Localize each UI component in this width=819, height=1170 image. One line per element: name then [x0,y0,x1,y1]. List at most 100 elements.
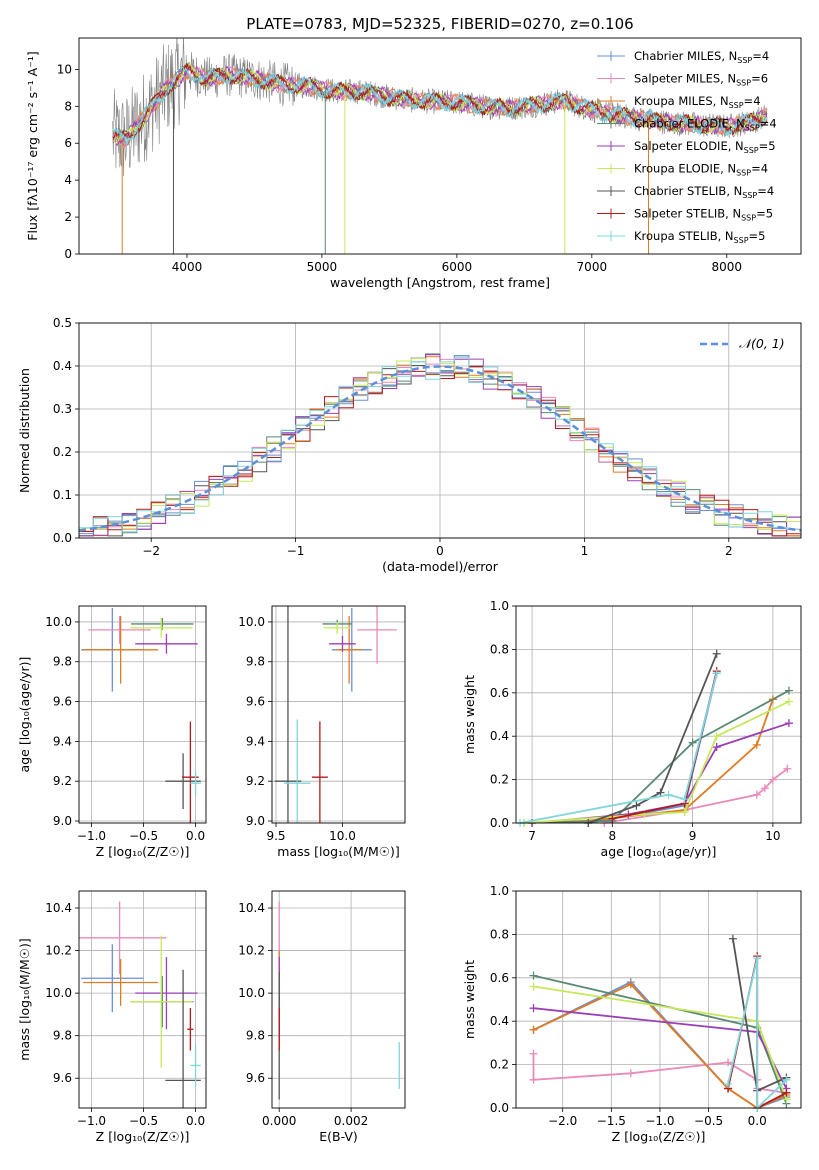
mass-weight-point [712,732,721,741]
y-tick-label: 0.0 [490,816,509,830]
mass-weight-point [680,795,689,804]
y-tick-label: 9.6 [246,695,265,709]
axes-frame [515,605,802,824]
panel-mass-weight-vs-metallicity: −2.0 −1.5 −1.0 −0.5 0.0 0.0 0.2 0.4 0.6 0.8 1.0 Z [… [462,884,802,1144]
legend-label: Kroupa MILES, NSSP=4 [634,94,761,110]
mass-weight-point [782,1075,791,1084]
y-tick-label: 10.0 [238,615,265,629]
mass-weight-point [712,649,721,658]
legend-label: Kroupa ELODIE, NSSP=4 [634,162,768,178]
mass-weight-point [608,814,617,823]
normal-distribution-curve [79,365,801,532]
axes-frame [78,37,802,255]
y-tick-label: 2 [64,210,72,224]
model-spectrum-line [112,63,768,140]
x-tick-label: 9 [689,829,697,843]
mass-weight-point [529,1049,538,1058]
mass-weight-point [712,669,721,678]
x-tick-label: 8000 [712,260,743,274]
y-tick-label: 0.4 [53,359,72,373]
x-axis-label: Z [log₁₀(Z/Z☉)] [612,1129,706,1144]
panel-mass-vs-metallicity: −1.0 −0.5 0.0 9.6 9.8 10.0 10.2 10.4 Z [log₁₀(Z/… [17,890,207,1144]
residual-histogram [79,357,801,533]
x-tick-label: −1.5 [597,1114,626,1128]
x-tick-label: −0.5 [694,1114,723,1128]
x-tick-label: 6000 [442,260,473,274]
mass-weight-point [752,790,761,799]
y-tick-label: 4 [64,173,72,187]
x-axis-label: mass [log₁₀(M/M☉)] [277,844,399,859]
mass-weight-point [680,808,689,817]
x-tick-label: 0.000 [262,1114,296,1128]
y-tick-label: 9.6 [53,1071,72,1085]
y-tick-label: 6 [64,136,72,150]
y-tick-label: 9.8 [53,1029,72,1043]
y-tick-label: 0.1 [53,488,72,502]
legend-label: Chabrier ELODIE, NSSP=4 [634,117,777,133]
mass-weight-point [529,971,538,980]
y-tick-label: 0.8 [490,927,509,941]
mass-weight-point [626,1069,635,1078]
mass-weight-point [656,788,665,797]
x-tick-label: 2 [725,544,733,558]
mass-weight-point [688,738,697,747]
x-tick-label: 0.0 [748,1114,767,1128]
y-tick-label: 9.2 [53,774,72,788]
legend-label: Salpeter MILES, NSSP=6 [634,72,768,88]
mass-weight-point [529,1004,538,1013]
y-tick-label: 0.5 [53,316,72,330]
mass-weight-point [753,954,762,963]
mass-weight-point [632,801,641,810]
y-tick-label: 9.6 [53,695,72,709]
y-tick-label: 0.2 [490,1058,509,1072]
mass-weight-point [783,764,792,773]
x-tick-label: 4000 [172,260,203,274]
mass-weight-point [626,980,635,989]
legend-label: Salpeter STELIB, NSSP=5 [634,207,773,223]
y-tick-label: 10 [57,62,72,76]
y-tick-label: 9.8 [246,655,265,669]
y-tick-label: 9.0 [246,814,265,828]
x-tick-label: 9.5 [266,829,285,843]
y-axis-label: age [log₁₀(age/yr)] [17,657,32,773]
figure-title: PLATE=0783, MJD=52325, FIBERID=0270, z=0… [246,15,633,33]
y-axis-label: mass weight [462,675,477,754]
panel-spectrum: 4000 5000 6000 7000 8000 0 2 4 6 8 10 wavelength [A… [25,37,802,290]
axes-frame [78,890,207,1109]
y-tick-label: 10.0 [238,986,265,1000]
mass-weight-point [784,719,793,728]
x-tick-label: 8 [609,829,617,843]
y-axis-label: mass weight [462,960,477,1039]
x-tick-label: −1 [287,544,305,558]
axes-frame [271,605,406,824]
y-tick-label: 0.6 [490,686,509,700]
x-axis-label: E(B-V) [319,1129,358,1144]
y-tick-label: 9.2 [246,774,265,788]
y-tick-label: 9.4 [53,734,72,748]
mass-weight-line [727,958,788,1108]
y-tick-label: 8 [64,99,72,113]
mass-weight-point [529,1025,538,1034]
y-tick-label: 0.8 [490,642,509,656]
legend-label: Kroupa STELIB, NSSP=5 [634,229,766,245]
mass-weight-point [784,697,793,706]
panel-mass-vs-extinction: 0.000 0.002 9.6 9.8 10.0 10.2 10.4 E(B-V) [238,890,406,1144]
mass-weight-point [724,1080,733,1089]
model-spectrum-line [112,65,768,146]
y-axis-label: Flux [fλ10⁻¹⁷ erg cm⁻² s⁻¹ A⁻¹] [25,51,40,240]
y-tick-label: 0 [64,247,72,261]
mass-weight-point [529,982,538,991]
mass-weight-point [784,686,793,695]
mass-weight-point [529,1075,538,1084]
panel-mass-weight-vs-age: 7 8 9 10 0.0 0.2 0.4 0.6 0.8 1.0 age [log₁₀(age/yr… [462,599,802,859]
legend-label: Salpeter ELODIE, NSSP=5 [634,139,776,155]
mass-weight-line [519,673,718,823]
panel-residuals: −2 −1 0 1 2 0.0 0.1 0.2 0.3 0.4 0.5 (data-model)/er… [17,316,802,574]
x-tick-label: 0.002 [334,1114,368,1128]
y-tick-label: 9.6 [246,1071,265,1085]
x-tick-label: 7000 [577,260,608,274]
legend-label: 𝒩(0, 1) [739,336,785,351]
x-tick-label: −0.5 [129,1114,158,1128]
